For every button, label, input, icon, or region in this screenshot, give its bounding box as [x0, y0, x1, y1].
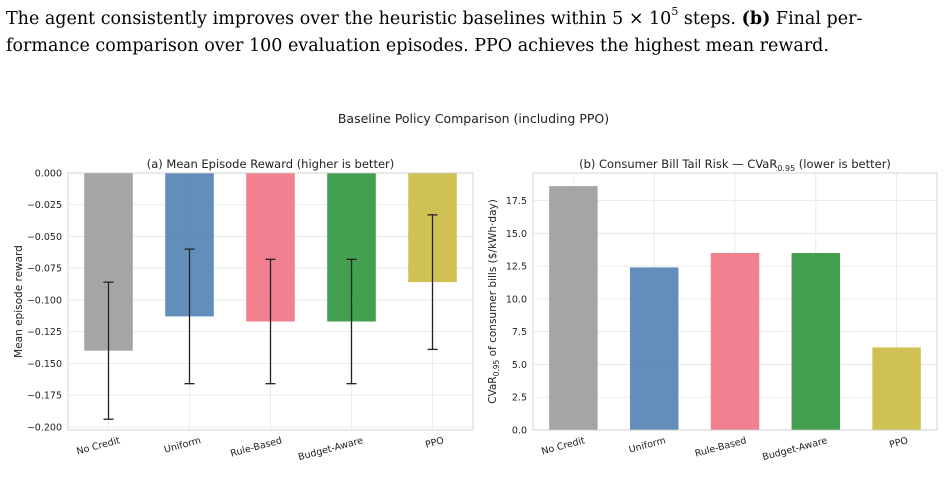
- y-tick-label: 15.0: [506, 229, 527, 240]
- caption-text: Final per-: [770, 8, 863, 29]
- plot-frame: [532, 172, 938, 431]
- y-tick-label: −0.075: [27, 264, 62, 275]
- x-tick-label: No Credit: [75, 435, 121, 457]
- bar-no-credit: [549, 186, 598, 430]
- chart-a-mean-reward: 0.000 −0.025 −0.050 −0.075 −0.100 −0.125 −0.15…: [13, 157, 474, 463]
- y-tick-label: 10.0: [506, 294, 527, 305]
- next-caption-fragment: [0, 478, 947, 489]
- figure-suptitle: Baseline Policy Comparison (including PP…: [337, 111, 610, 126]
- bar-uniform: [629, 267, 679, 430]
- y-tick-label: 5.0: [512, 360, 527, 371]
- x-tick-label: Uniform: [628, 435, 667, 455]
- y-tick-label: −0.025: [27, 200, 62, 211]
- y-tick-label: 12.5: [506, 262, 527, 273]
- y-tick-label: −0.150: [27, 359, 62, 370]
- y-tick-label: 7.5: [512, 327, 527, 338]
- x-tick-label: Rule-Based: [229, 435, 283, 459]
- y-tick-label: −0.125: [27, 327, 62, 338]
- y-tick-label: −0.175: [27, 391, 62, 402]
- caption-superscript: 5: [671, 5, 679, 18]
- caption-line-1: The agent consistently improves over the…: [6, 0, 941, 33]
- x-tick-label: Budget-Aware: [761, 435, 828, 463]
- chart-title: (a) Mean Episode Reward (higher is bette…: [147, 157, 395, 171]
- caption-text: steps.: [678, 8, 742, 29]
- chart-title: (b) Consumer Bill Tail Risk — CVaR0.95 (…: [579, 157, 891, 173]
- y-axis-label: CVaR0.95 of consumer bills ($/kWh·day): [487, 199, 501, 404]
- y-tick-label: −0.200: [27, 422, 62, 433]
- bar-rule-based: [710, 252, 760, 430]
- figure-caption: The agent consistently improves over the…: [6, 0, 941, 60]
- caption-line-2: formance comparison over 100 evaluation …: [6, 35, 829, 56]
- x-tick-label: PPO: [888, 435, 909, 451]
- x-tick-label: Budget-Aware: [297, 435, 364, 463]
- caption-text: The agent consistently improves over the…: [6, 8, 672, 29]
- plot-frame: [67, 172, 474, 431]
- x-tick-label: Uniform: [163, 435, 202, 455]
- x-tick-label: Rule-Based: [694, 435, 748, 459]
- y-tick-label: 17.5: [506, 196, 527, 207]
- caption-bold-label: (b): [741, 8, 771, 29]
- y-tick-label: 0.0: [512, 426, 527, 437]
- y-tick-label: 0.000: [35, 169, 62, 180]
- chart-b-cvar-tail-risk: 0.0 2.5 5.0 7.5 10.0 12.5 15.0 17.5 No Credit Uni…: [487, 157, 938, 463]
- y-tick-label: −0.050: [27, 232, 62, 243]
- y-tick-label: 2.5: [512, 393, 527, 404]
- x-tick-label: No Credit: [540, 435, 586, 457]
- y-tick-label: −0.100: [27, 295, 62, 306]
- bar-ppo: [872, 347, 921, 430]
- y-axis-label: Mean episode reward: [13, 245, 25, 358]
- x-tick-label: PPO: [424, 435, 445, 451]
- bar-budget-aware: [791, 252, 841, 430]
